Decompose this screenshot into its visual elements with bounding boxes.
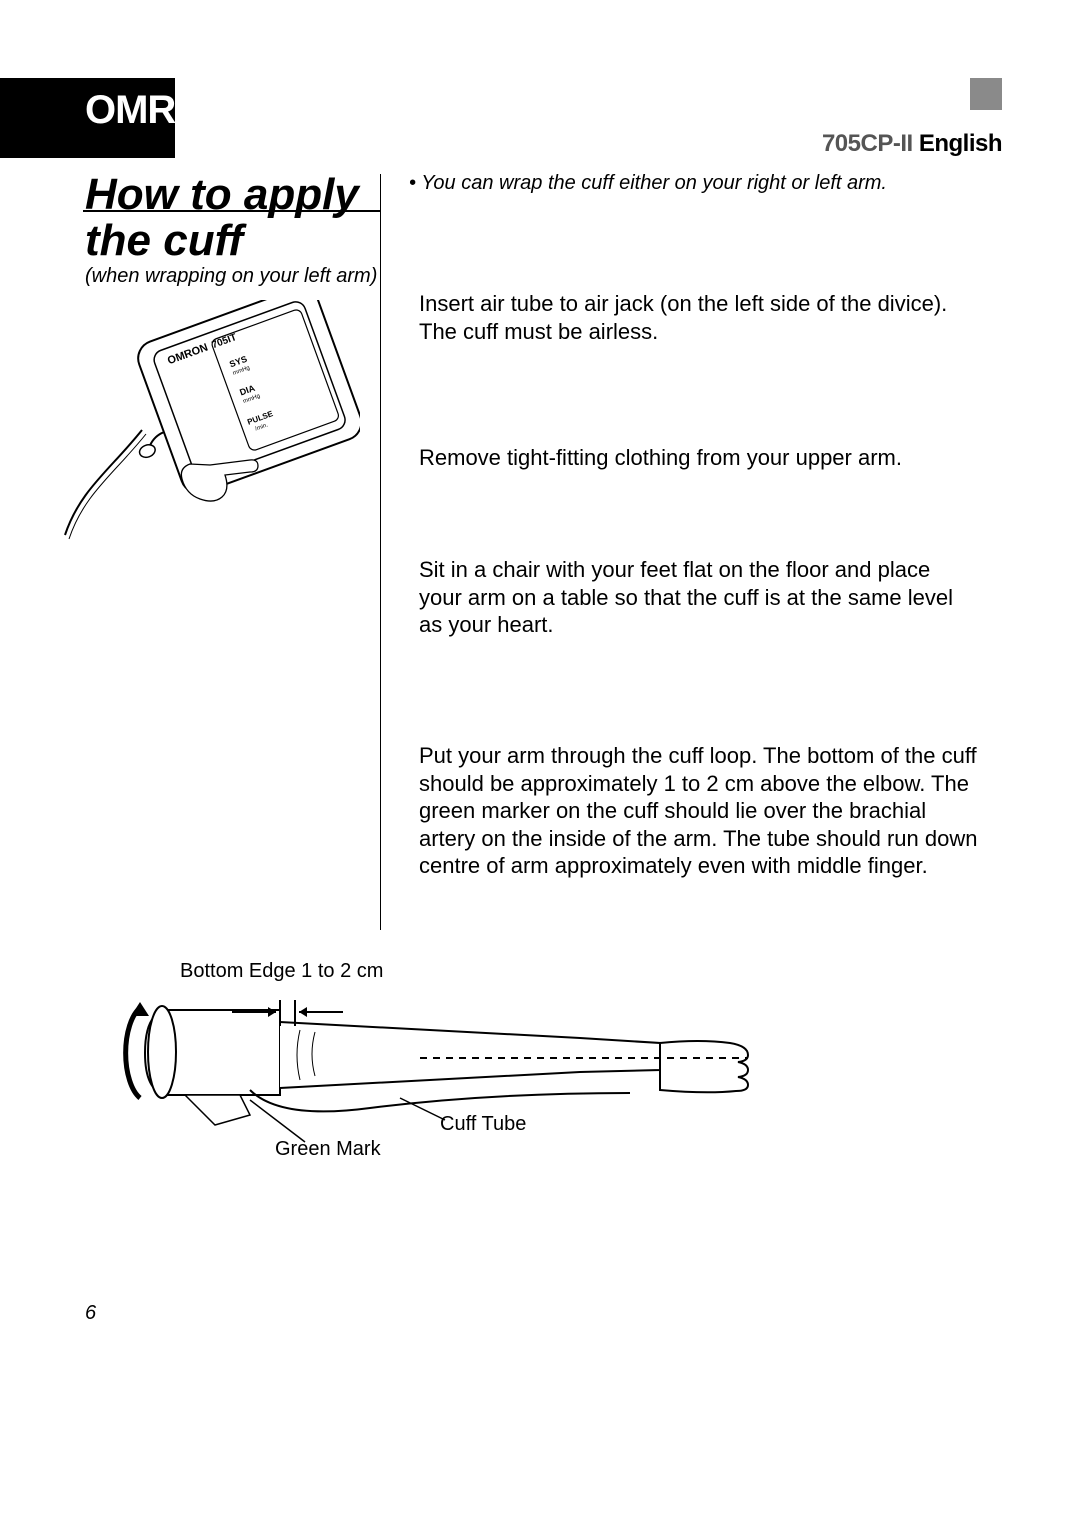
model-number: 705CP-II	[822, 130, 913, 157]
brand-logo: OMRON	[85, 88, 233, 133]
step-4: Put your arm through the cuff loop. The …	[419, 742, 979, 880]
intro-note: • You can wrap the cuff either on your r…	[409, 172, 887, 195]
page-marker-square	[970, 78, 1002, 110]
model-language: 705CP-II English	[822, 130, 1002, 158]
page-number: 6	[85, 1302, 96, 1325]
step-2: Remove tight-fitting clothing from your …	[419, 444, 979, 472]
device-illustration: OMRON 705IT SYS mmHg DIA mmHg PULSE /min…	[60, 300, 360, 550]
page-title: How to apply the cuff	[85, 172, 359, 264]
page-subtitle: (when wrapping on your left arm)	[85, 265, 377, 288]
step-3: Sit in a chair with your feet flat on th…	[419, 556, 979, 639]
column-divider	[380, 174, 381, 930]
language-label: English	[919, 130, 1002, 157]
label-cuff-tube: Cuff Tube	[440, 1113, 526, 1136]
title-line-2: the cuff	[85, 218, 359, 264]
step-1: Insert air tube to air jack (on the left…	[419, 290, 979, 345]
title-underline	[83, 210, 380, 212]
label-green-mark: Green Mark	[275, 1138, 381, 1161]
arm-diagram	[100, 950, 760, 1170]
